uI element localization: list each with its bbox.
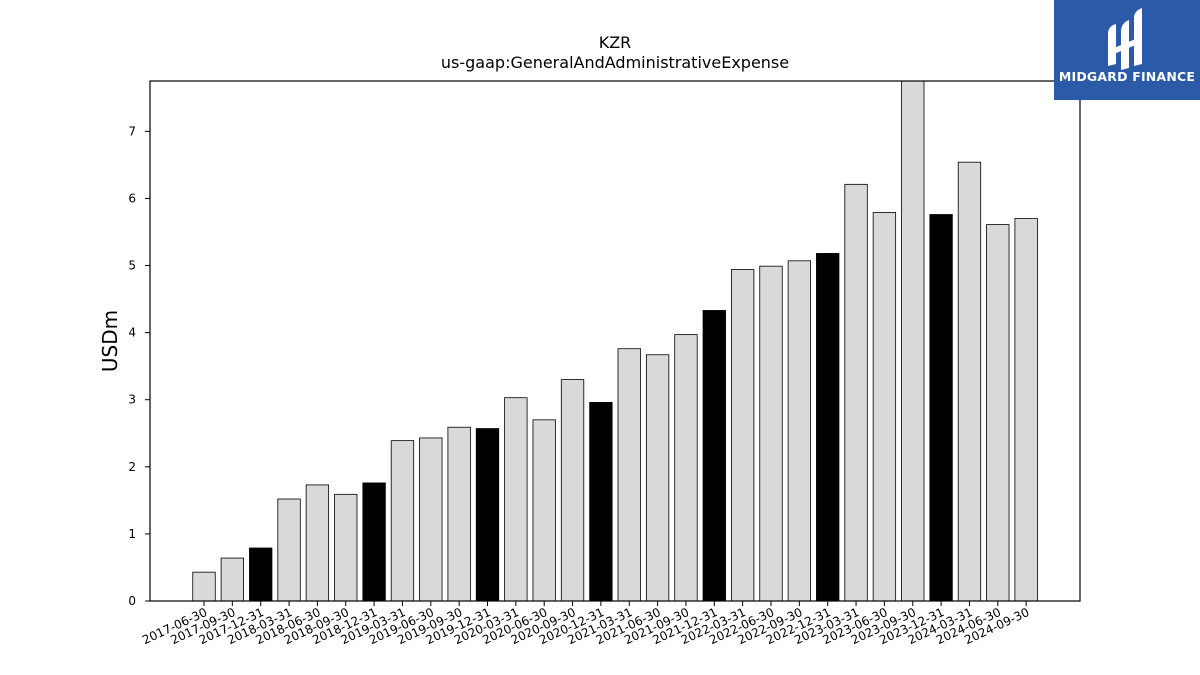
y-axis-label: USDm: [98, 310, 122, 372]
bar-2021-12-31: [702, 310, 726, 602]
bar-2023-06-30: [872, 212, 897, 602]
y-tick-label: 3: [128, 393, 136, 407]
bar-2023-09-30: [901, 80, 925, 602]
bar-2020-09-30: [560, 379, 585, 602]
bar-2022-03-31: [731, 269, 755, 602]
bar-2019-03-31: [390, 440, 415, 602]
chart-subtitle: us-gaap:GeneralAndAdministrativeExpense: [441, 53, 789, 72]
y-tick-label: 0: [128, 594, 136, 608]
bar-2021-06-30: [645, 354, 670, 602]
bar-2017-12-31: [249, 547, 273, 602]
bar-2024-06-30: [986, 224, 1010, 602]
bar-2022-09-30: [787, 260, 811, 602]
bar-2023-12-31: [929, 214, 953, 602]
bar-2020-03-31: [504, 397, 528, 602]
bar-2024-09-30: [1014, 218, 1038, 602]
bar-2017-09-30: [220, 557, 245, 602]
y-tick-label: 1: [128, 527, 136, 541]
bar-2019-06-30: [419, 437, 443, 602]
y-tick-label: 4: [128, 326, 136, 340]
bar-2022-06-30: [759, 265, 783, 602]
bar-2019-12-31: [475, 428, 500, 602]
logo-text: MIDGARD FINANCE: [1058, 69, 1196, 84]
logo-mark-icon: [1108, 8, 1142, 70]
bar-2018-06-30: [305, 484, 330, 602]
chart-title: KZR: [599, 33, 632, 52]
y-tick-label: 6: [128, 191, 136, 205]
bar-2023-03-31: [844, 183, 868, 602]
y-tick-label: 2: [128, 460, 136, 474]
bar-2020-12-31: [589, 401, 613, 602]
y-tick-label: 7: [128, 124, 136, 138]
bar-2019-09-30: [447, 426, 471, 602]
bar-2021-03-31: [617, 348, 641, 602]
x-axis: 2017-06-302017-09-302017-12-312018-03-31…: [140, 601, 1031, 647]
bar-2018-09-30: [334, 493, 358, 602]
bar-2018-03-31: [277, 498, 301, 602]
bar-2022-12-31: [816, 253, 840, 602]
bar-2020-06-30: [532, 419, 556, 602]
bar-2024-03-31: [957, 161, 982, 602]
y-tick-label: 5: [128, 259, 136, 273]
midgard-finance-logo: MIDGARD FINANCE: [1054, 0, 1200, 100]
bar-2021-09-30: [674, 334, 698, 602]
bar-2018-12-31: [362, 482, 386, 602]
bar-2017-06-30: [192, 571, 216, 602]
bars-group: [192, 80, 1038, 602]
y-axis: 0 1 2 3 4 5 6 7: [128, 124, 150, 608]
plot-frame: [149, 80, 1081, 602]
